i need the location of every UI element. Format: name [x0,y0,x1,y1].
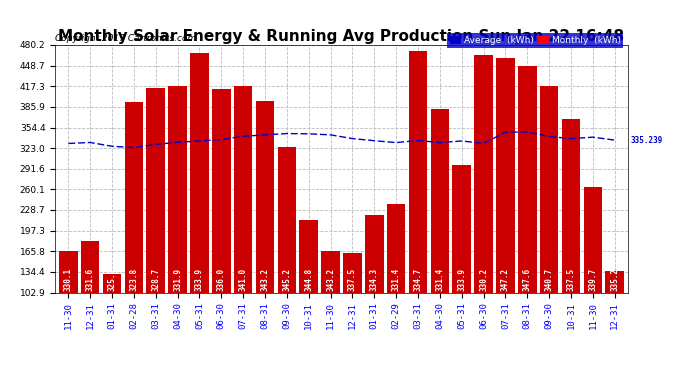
Text: 330.1: 330.1 [63,268,73,291]
Bar [168,86,187,360]
Title: Monthly Solar Energy & Running Avg Production Sun Jan 22 16:48: Monthly Solar Energy & Running Avg Produ… [59,29,624,44]
Text: 339.7: 339.7 [589,268,598,291]
Bar [496,58,515,360]
Bar [234,86,253,360]
Bar [408,51,427,360]
Text: 341.0: 341.0 [239,268,248,291]
Text: 334.3: 334.3 [370,268,379,291]
Text: 337.5: 337.5 [348,268,357,291]
Bar [431,109,449,360]
Text: 323.8: 323.8 [130,268,139,291]
Bar [190,53,209,360]
Bar [540,86,558,360]
Bar [474,55,493,360]
Text: 333.9: 333.9 [195,268,204,291]
Text: 343.2: 343.2 [261,268,270,291]
Bar [81,241,99,360]
Text: 325.8: 325.8 [108,268,117,291]
Text: 340.7: 340.7 [544,268,553,291]
Text: 347.2: 347.2 [501,268,510,291]
Text: 335.2: 335.2 [610,268,620,291]
Text: 343.2: 343.2 [326,268,335,291]
Bar [299,220,318,360]
Bar [562,119,580,360]
Bar [322,251,340,360]
Bar [212,89,230,360]
Text: 336.0: 336.0 [217,268,226,291]
Bar [146,88,165,360]
Bar [277,147,296,360]
Bar [365,214,384,360]
Bar [125,102,144,360]
Bar [387,204,406,360]
Bar [59,251,77,360]
Text: 331.6: 331.6 [86,268,95,291]
Text: 331.4: 331.4 [392,268,401,291]
Text: 335.239: 335.239 [630,136,662,145]
Bar [606,271,624,360]
Bar [103,274,121,360]
Text: 344.8: 344.8 [304,268,313,291]
Text: 334.7: 334.7 [413,268,422,291]
Text: 331.9: 331.9 [173,268,182,291]
Text: 345.2: 345.2 [282,268,291,291]
Text: 331.4: 331.4 [435,268,444,291]
Bar [584,187,602,360]
Text: 330.2: 330.2 [479,268,488,291]
Bar [256,101,275,360]
Bar [518,66,537,360]
Bar [453,165,471,360]
Text: 337.5: 337.5 [566,268,575,291]
Text: 333.9: 333.9 [457,268,466,291]
Text: 347.6: 347.6 [523,268,532,291]
Text: 328.7: 328.7 [151,268,160,291]
Bar [343,253,362,360]
Legend: Average  (kWh), Monthly  (kWh): Average (kWh), Monthly (kWh) [448,33,623,48]
Text: Copyright 2017 Cartronics.com: Copyright 2017 Cartronics.com [55,33,197,42]
